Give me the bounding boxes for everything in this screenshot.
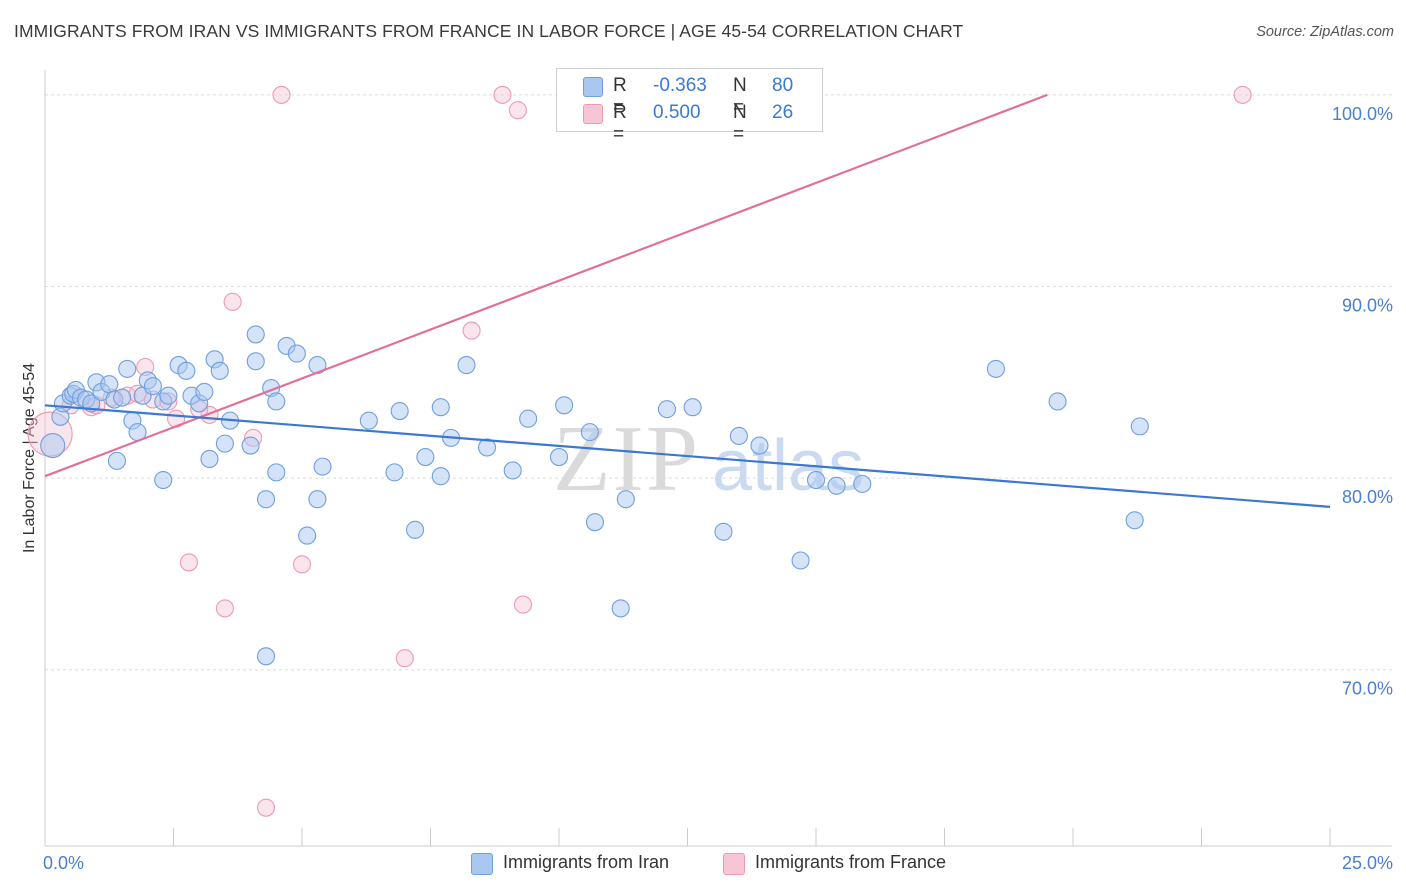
iran-trend-line (44, 404, 1331, 508)
iran-point (549, 447, 569, 467)
iran-point (177, 361, 196, 380)
iran-point (313, 457, 332, 476)
iran-point (827, 476, 846, 495)
stats-box: R = -0.363 N = 80 R = 0.500 N = 26 (556, 68, 823, 145)
iran-point (215, 434, 234, 453)
france-point (1233, 85, 1252, 104)
iran-point (806, 470, 826, 490)
axis-layer (44, 70, 1392, 847)
iran-point (406, 520, 425, 539)
x-tick-label: 0.0% (43, 853, 84, 873)
iran-point (195, 382, 214, 401)
france-point (508, 101, 527, 120)
iran-point (267, 463, 286, 482)
iran-point (477, 438, 497, 457)
iran-point (519, 409, 538, 428)
france-trend-line (44, 93, 1048, 478)
iran-point (729, 426, 748, 446)
iran-point (657, 400, 676, 419)
iran-point (431, 398, 450, 417)
iran-point (308, 490, 327, 509)
iran-point (113, 388, 132, 407)
trend-layer (44, 93, 1331, 508)
iran-point (503, 461, 522, 480)
iran-point (390, 402, 409, 421)
france-point (395, 649, 414, 668)
iran-point (416, 447, 435, 467)
iran-point (611, 599, 630, 618)
iran-point (256, 647, 276, 666)
iran-point (986, 359, 1005, 378)
france-point (493, 85, 512, 104)
iran-point (154, 470, 173, 490)
chart-title: IMMIGRANTS FROM IRAN VS IMMIGRANTS FROM … (14, 21, 964, 41)
iran-point (298, 526, 317, 545)
iran-point (750, 436, 769, 455)
grid-layer (45, 94, 1392, 671)
y-tick-label: 100.0% (1332, 104, 1393, 124)
iran-point (100, 375, 119, 394)
legend: Immigrants from Iran Immigrants from Fra… (0, 852, 1406, 878)
france-point (223, 292, 242, 311)
y-tick-label: 90.0% (1342, 296, 1393, 316)
legend-iran-swatch (471, 853, 493, 875)
iran-points (40, 85, 1149, 666)
france-point (215, 599, 234, 618)
iran-point (246, 352, 265, 371)
watermark: ZIP atlas (553, 407, 864, 511)
iran-point (200, 449, 219, 469)
iran-point (107, 451, 127, 470)
iran-point (267, 392, 286, 411)
iran-point (359, 411, 378, 430)
iran-point (143, 377, 162, 396)
iran-n-value: 80 (772, 75, 794, 96)
iran-point (210, 361, 229, 380)
iran-point (256, 490, 276, 509)
iran-point (1048, 392, 1067, 411)
iran-point (555, 396, 574, 415)
iran-n-label: N = (733, 75, 747, 118)
iran-point (385, 463, 404, 482)
france-point (256, 798, 276, 817)
iran-point (1130, 417, 1149, 436)
legend-france-swatch (723, 853, 745, 875)
iran-point (241, 436, 260, 455)
france-n-label: N = (733, 102, 747, 145)
iran-swatch (583, 77, 603, 97)
iran-point (714, 522, 733, 541)
x-tick-label: 25.0% (1342, 853, 1393, 873)
iran-point (683, 398, 702, 417)
iran-point (457, 356, 476, 375)
iran-r-label: R = (613, 75, 627, 118)
iran-point (1125, 511, 1144, 530)
source-label: Source: ZipAtlas.com (1256, 24, 1394, 40)
y-tick-label: 80.0% (1342, 487, 1393, 507)
france-swatch (583, 104, 603, 124)
france-point (272, 85, 291, 104)
iran-point (853, 474, 872, 493)
france-r-value: 0.500 (653, 102, 701, 123)
france-r-label: R = (613, 102, 627, 145)
legend-iran-label: Immigrants from Iran (503, 852, 670, 872)
iran-point (616, 490, 635, 509)
france-n-value: 26 (772, 102, 794, 123)
iran-point (431, 467, 450, 486)
iran-point (159, 386, 178, 405)
iran-point (40, 432, 66, 459)
france-point (462, 321, 481, 340)
y-tick-label: 70.0% (1342, 679, 1393, 699)
iran-point (791, 551, 810, 570)
legend-france-label: Immigrants from France (755, 852, 947, 872)
france-point (179, 553, 198, 572)
iran-point (246, 325, 265, 344)
iran-point (585, 513, 605, 532)
iran-point (118, 359, 137, 378)
iran-point (287, 344, 306, 363)
france-point (513, 595, 533, 614)
tick-layer: 70.0% 80.0% 90.0% 100.0% 0.0% 25.0% (43, 104, 1393, 873)
iran-r-value: -0.363 (653, 75, 707, 96)
iran-point (580, 423, 599, 442)
france-point (292, 555, 312, 574)
